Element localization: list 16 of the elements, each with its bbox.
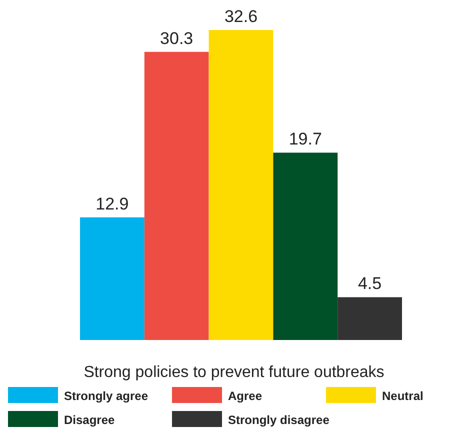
bar (144, 52, 209, 340)
bar (80, 217, 144, 340)
data-label: 30.3 (160, 28, 194, 48)
legend-label: Strongly agree (64, 389, 148, 403)
bar (338, 297, 402, 340)
data-label: 32.6 (224, 7, 258, 26)
bar (273, 152, 338, 340)
legend-label: Agree (228, 389, 262, 403)
x-axis-title: Strong policies to prevent future outbreaks (84, 364, 384, 381)
data-label: 12.9 (96, 194, 129, 214)
data-label: 4.5 (358, 274, 382, 294)
legend-label: Disagree (64, 413, 116, 427)
data-label: 19.7 (288, 130, 322, 149)
legend-label: Strongly disagree (228, 413, 330, 427)
legend-label: Neutral (382, 389, 424, 403)
bar (208, 30, 274, 340)
